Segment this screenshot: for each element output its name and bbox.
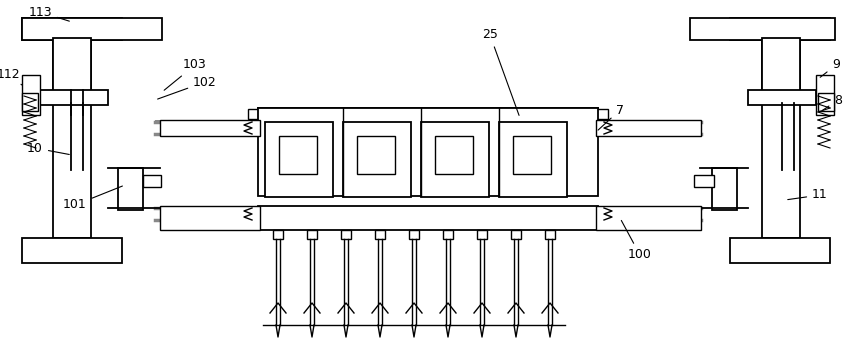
- Text: 103: 103: [164, 59, 207, 90]
- Text: 100: 100: [621, 220, 652, 261]
- Bar: [762, 38, 800, 238]
- Bar: [258, 108, 598, 196]
- Bar: [694, 175, 714, 187]
- Bar: [265, 122, 333, 197]
- Bar: [596, 206, 701, 230]
- Bar: [435, 136, 473, 174]
- Bar: [258, 206, 598, 230]
- Bar: [22, 18, 122, 40]
- Bar: [160, 120, 260, 136]
- Text: 10: 10: [27, 142, 69, 155]
- Bar: [38, 90, 108, 105]
- Bar: [818, 93, 834, 111]
- Bar: [499, 122, 567, 197]
- Bar: [343, 122, 411, 197]
- Bar: [341, 230, 351, 239]
- Bar: [712, 168, 737, 210]
- Bar: [596, 120, 701, 136]
- Bar: [730, 238, 830, 263]
- Bar: [53, 38, 91, 238]
- Bar: [160, 206, 260, 230]
- Bar: [421, 122, 489, 197]
- Bar: [143, 175, 161, 187]
- Bar: [273, 230, 283, 239]
- Bar: [155, 122, 701, 134]
- Text: 11: 11: [788, 189, 828, 202]
- Bar: [155, 120, 701, 136]
- Bar: [248, 109, 260, 119]
- Bar: [22, 75, 40, 115]
- Bar: [511, 230, 521, 239]
- Bar: [279, 136, 317, 174]
- Bar: [545, 230, 555, 239]
- Bar: [118, 168, 143, 210]
- Text: 101: 101: [63, 186, 122, 211]
- Text: 8: 8: [823, 93, 842, 110]
- Text: 102: 102: [158, 76, 217, 99]
- Bar: [443, 230, 453, 239]
- Bar: [730, 18, 830, 40]
- Bar: [22, 93, 38, 111]
- Bar: [375, 230, 385, 239]
- Text: 25: 25: [482, 29, 519, 115]
- Bar: [816, 75, 834, 115]
- Text: 9: 9: [820, 59, 840, 77]
- Bar: [22, 238, 122, 263]
- Bar: [307, 230, 317, 239]
- Bar: [513, 136, 551, 174]
- Bar: [690, 18, 835, 40]
- Bar: [477, 230, 487, 239]
- Bar: [53, 38, 91, 93]
- Bar: [22, 18, 162, 40]
- Bar: [409, 230, 419, 239]
- Bar: [596, 109, 608, 119]
- Bar: [762, 38, 800, 93]
- Text: 7: 7: [598, 104, 624, 130]
- Bar: [258, 108, 598, 122]
- Text: 113: 113: [28, 5, 69, 21]
- Bar: [748, 90, 816, 105]
- Bar: [357, 136, 395, 174]
- Text: 112: 112: [0, 68, 22, 85]
